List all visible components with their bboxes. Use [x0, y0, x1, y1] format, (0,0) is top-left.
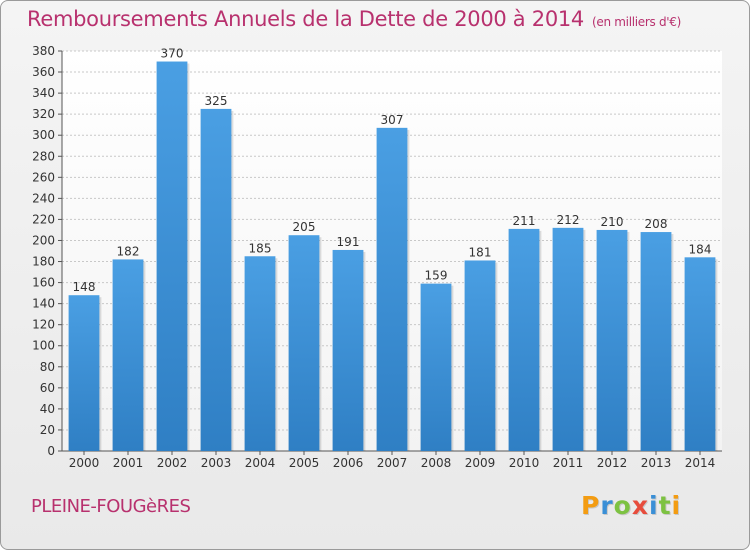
y-tick-label: 0 — [47, 444, 55, 458]
x-tick-label: 2005 — [289, 456, 320, 470]
logo-letter: P — [581, 491, 601, 520]
x-tick-label: 2008 — [421, 456, 452, 470]
data-label: 191 — [337, 235, 360, 249]
bar — [156, 61, 188, 452]
data-label: 184 — [689, 242, 712, 256]
data-label: 370 — [161, 47, 184, 61]
bar — [552, 227, 584, 451]
bar — [596, 229, 628, 451]
bar — [376, 127, 408, 451]
y-tick-label: 360 — [32, 65, 55, 79]
bar — [508, 228, 540, 451]
y-tick-label: 20 — [40, 423, 55, 437]
data-label: 148 — [73, 280, 96, 294]
y-tick-label: 120 — [32, 318, 55, 332]
y-tick-label: 80 — [40, 360, 55, 374]
y-tick-label: 280 — [32, 149, 55, 163]
logo-letter: t — [658, 491, 672, 520]
x-tick-label: 2000 — [69, 456, 100, 470]
x-tick-label: 2014 — [685, 456, 716, 470]
bar — [464, 260, 496, 451]
x-tick-label: 2007 — [377, 456, 408, 470]
x-tick-label: 2006 — [333, 456, 364, 470]
y-tick-label: 380 — [32, 44, 55, 58]
logo-letter: i — [671, 491, 682, 520]
bar — [640, 232, 672, 451]
x-tick-label: 2010 — [509, 456, 540, 470]
bar — [684, 257, 716, 451]
chart-subtitle: (en milliers d'€) — [592, 15, 682, 29]
x-tick-label: 2013 — [641, 456, 672, 470]
y-tick-label: 320 — [32, 107, 55, 121]
bar — [68, 295, 100, 451]
y-tick-label: 60 — [40, 381, 55, 395]
bar — [420, 283, 452, 451]
data-label: 159 — [425, 269, 448, 283]
logo-letter: x — [631, 491, 649, 520]
data-label: 212 — [557, 213, 580, 227]
x-tick-label: 2009 — [465, 456, 496, 470]
bar — [332, 249, 364, 451]
y-tick-label: 180 — [32, 255, 55, 269]
y-tick-label: 240 — [32, 191, 55, 205]
y-tick-label: 200 — [32, 233, 55, 247]
chart-title: Remboursements Annuels de la Dette de 20… — [27, 7, 681, 31]
y-tick-label: 300 — [32, 128, 55, 142]
logo-letter: o — [613, 491, 632, 520]
logo-letter: i — [649, 491, 659, 520]
bar — [200, 108, 232, 451]
x-tick-label: 2001 — [113, 456, 144, 470]
bar — [112, 259, 144, 451]
bar — [244, 256, 276, 451]
y-tick-label: 140 — [32, 297, 55, 311]
data-label: 325 — [205, 94, 228, 108]
bar — [288, 235, 320, 451]
data-label: 205 — [293, 220, 316, 234]
x-tick-label: 2011 — [553, 456, 584, 470]
y-tick-label: 340 — [32, 86, 55, 100]
y-tick-label: 40 — [40, 402, 55, 416]
chart-title-text: Remboursements Annuels de la Dette de 20… — [27, 7, 584, 31]
y-tick-label: 160 — [32, 276, 55, 290]
y-tick-label: 220 — [32, 212, 55, 226]
commune-name: PLEINE-FOUGèRES — [31, 496, 191, 517]
data-label: 208 — [645, 217, 668, 231]
data-label: 182 — [117, 244, 140, 258]
proxiti-logo: Proxiti — [581, 491, 681, 520]
data-label: 210 — [601, 215, 624, 229]
x-tick-label: 2002 — [157, 456, 188, 470]
data-label: 307 — [381, 113, 404, 127]
x-tick-label: 2003 — [201, 456, 232, 470]
x-tick-label: 2004 — [245, 456, 276, 470]
data-label: 185 — [249, 241, 272, 255]
logo-letter: r — [600, 491, 614, 520]
data-label: 181 — [469, 245, 492, 259]
y-tick-label: 260 — [32, 170, 55, 184]
x-tick-label: 2012 — [597, 456, 628, 470]
y-tick-label: 100 — [32, 339, 55, 353]
data-label: 211 — [513, 214, 536, 228]
